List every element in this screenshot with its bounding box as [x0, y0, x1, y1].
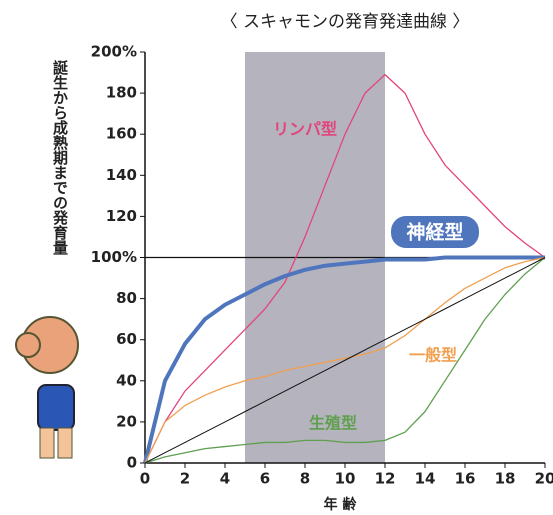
x-tick-label: 8 [300, 470, 310, 488]
y-tick-label: 180 [106, 84, 137, 102]
series-label: 生殖型 [309, 414, 357, 433]
y-tick-label: 60 [116, 330, 137, 348]
x-tick-label: 14 [415, 470, 436, 488]
mascot-body [38, 385, 74, 430]
mascot-ear [16, 333, 40, 357]
y-tick-label: 160 [106, 125, 137, 143]
series-label: 一般型 [409, 346, 457, 365]
y-tick-label: 140 [106, 166, 137, 184]
x-tick-label: 6 [260, 470, 270, 488]
x-tick-label: 16 [455, 470, 476, 488]
mascot-leg [40, 428, 54, 458]
y-tick-label: 20 [116, 412, 137, 430]
y-tick-label: 0 [127, 454, 137, 472]
x-tick-label: 4 [220, 470, 230, 488]
chart-title: 〈 スキャモンの発育発達曲線 〉 [221, 12, 470, 32]
chart: 〈 スキャモンの発育発達曲線 〉 誕生から成熟期までの発育量 年 齢 02040… [0, 0, 553, 515]
series-label: リンパ型 [273, 120, 337, 139]
x-tick-label: 18 [495, 470, 516, 488]
series-label: 神経型 [406, 221, 463, 244]
y-axis-label: 誕生から成熟期までの発育量 [51, 59, 69, 255]
y-tick-label: 120 [106, 207, 137, 225]
x-tick-label: 0 [140, 470, 150, 488]
y-tick-label: 200% [91, 43, 137, 61]
x-tick-label: 10 [335, 470, 356, 488]
x-axis-label: 年 齢 [324, 496, 358, 513]
y-tick-label: 40 [116, 371, 137, 389]
y-tick-label: 100% [91, 248, 137, 266]
mascot-leg [58, 428, 72, 458]
page: {"chart_data": {"type": "line", "title":… [0, 0, 553, 515]
x-tick-label: 12 [375, 470, 396, 488]
y-tick-label: 80 [116, 289, 137, 307]
mascot [16, 317, 78, 458]
x-tick-label: 2 [180, 470, 190, 488]
x-tick-label: 20 [535, 470, 553, 488]
